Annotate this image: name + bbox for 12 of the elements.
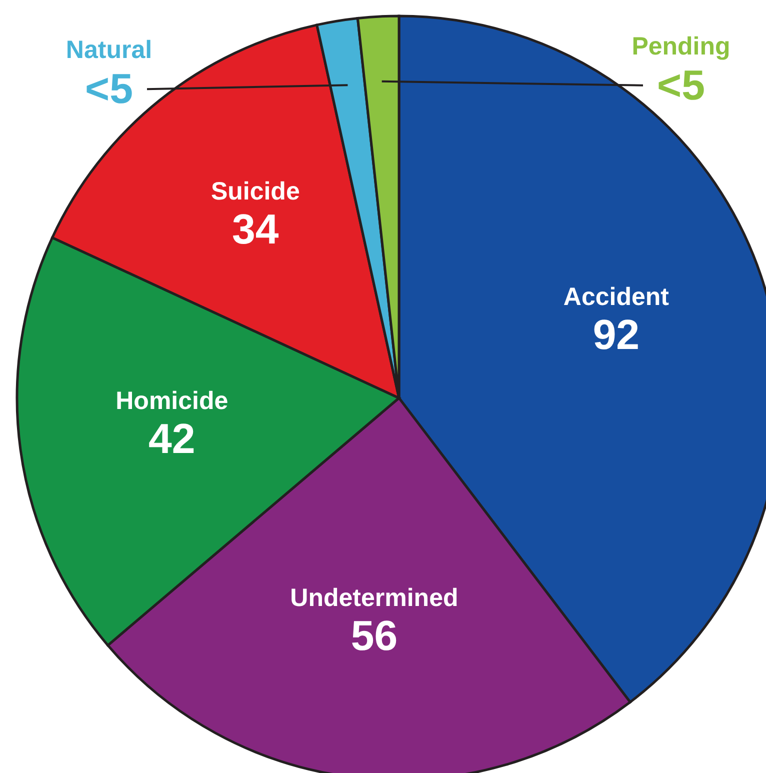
slice-label: Natural (66, 36, 152, 64)
slice-label: Homicide (116, 386, 228, 415)
data-label: 34 (232, 205, 280, 252)
data-label: <5 (85, 65, 133, 112)
data-label: 56 (350, 612, 398, 659)
data-label: 42 (148, 414, 196, 462)
slice-label: Accident (563, 282, 670, 311)
slice-label: Pending (632, 32, 730, 60)
data-label: <5 (657, 61, 705, 108)
data-label: 92 (592, 310, 640, 358)
slice-label: Undetermined (290, 584, 458, 612)
slice-label: Suicide (210, 177, 300, 206)
